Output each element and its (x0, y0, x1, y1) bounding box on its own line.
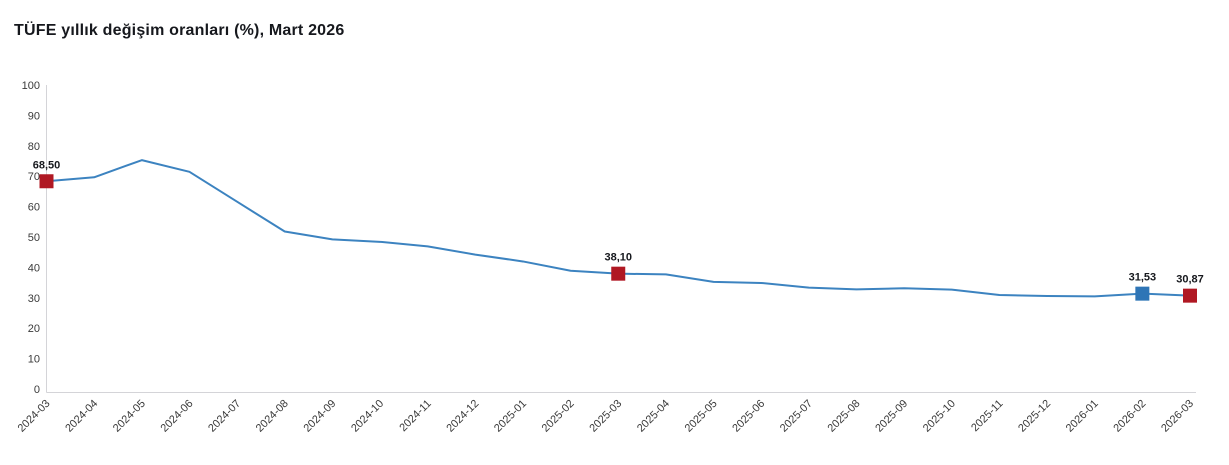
x-tick-label: 2024-07 (206, 398, 243, 435)
data-point-label-2024-03: 68,50 (33, 159, 61, 171)
x-tick-label: 2024-12 (444, 398, 481, 435)
y-tick-label: 90 (28, 110, 40, 122)
x-tick-label: 2025-11 (969, 398, 1005, 434)
y-tick-label: 20 (28, 323, 40, 335)
x-tick-label: 2024-03 (16, 398, 53, 435)
x-tick-label: 2024-09 (301, 398, 338, 435)
x-tick-label: 2024-08 (254, 398, 291, 435)
data-point-marker-2024-03[interactable] (39, 174, 54, 189)
data-point-label-2026-03: 30,87 (1176, 274, 1204, 286)
x-tick-label: 2024-06 (159, 398, 196, 435)
data-point-marker-2026-02[interactable] (1135, 286, 1150, 301)
y-tick-label: 10 (28, 354, 40, 366)
y-tick-label: 60 (28, 202, 40, 214)
x-tick-label: 2025-09 (873, 398, 910, 435)
x-tick-label: 2026-03 (1159, 398, 1196, 435)
data-point-marker-2025-03[interactable] (611, 266, 626, 281)
y-tick-label: 50 (28, 232, 40, 244)
x-tick-label: 2024-10 (349, 398, 386, 435)
x-tick-label: 2026-02 (1111, 398, 1148, 435)
x-tick-label: 2025-02 (540, 398, 577, 435)
x-tick-label: 2026-01 (1064, 398, 1101, 435)
x-tick-label: 2025-10 (921, 398, 958, 435)
x-tick-label: 2025-04 (635, 398, 672, 435)
y-tick-label: 100 (22, 80, 40, 92)
x-tick-label: 2025-07 (778, 398, 815, 435)
x-tick-label: 2025-05 (683, 398, 720, 435)
x-tick-label: 2024-05 (111, 398, 148, 435)
y-tick-label: 30 (28, 293, 40, 305)
x-tick-label: 2024-04 (63, 398, 100, 435)
data-point-marker-2026-03[interactable] (1183, 288, 1197, 303)
y-tick-label: 80 (28, 141, 40, 153)
data-point-label-2025-03: 38,10 (604, 252, 632, 264)
x-tick-label: 2025-06 (730, 398, 767, 435)
x-tick-label: 2025-12 (1016, 398, 1053, 435)
x-tick-label: 2025-03 (587, 398, 624, 435)
y-tick-label: 0 (34, 384, 40, 396)
x-tick-label: 2025-01 (492, 398, 529, 435)
chart-title: TÜFE yıllık değişim oranları (%), Mart 2… (14, 22, 345, 39)
y-tick-label: 70 (28, 171, 40, 183)
y-tick-label: 40 (28, 262, 40, 274)
data-point-label-2026-02: 31,53 (1129, 272, 1157, 284)
x-tick-label: 2025-08 (826, 398, 863, 435)
x-tick-label: 2024-11 (397, 398, 433, 434)
